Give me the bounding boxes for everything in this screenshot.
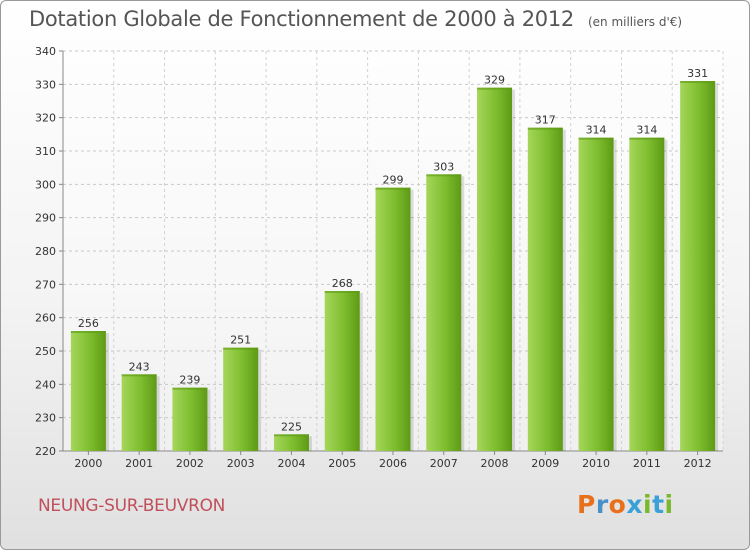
y-tick-label: 290 (35, 212, 56, 225)
logo-letter: o (608, 490, 627, 519)
x-tick-label-2012: 2012 (684, 457, 712, 470)
y-tick-label: 320 (35, 112, 56, 125)
value-label-2000: 256 (78, 317, 99, 330)
x-tick-label-2007: 2007 (430, 457, 458, 470)
bar-top-edge (324, 291, 360, 293)
value-label-2003: 251 (230, 334, 251, 347)
bar-2002[interactable] (172, 387, 208, 451)
value-label-2002: 239 (179, 374, 200, 387)
x-tick-label-2008: 2008 (481, 457, 509, 470)
bar-2012[interactable] (680, 81, 716, 451)
bar-top-edge (375, 187, 411, 190)
bar-2000[interactable] (70, 331, 106, 451)
bar-2006[interactable] (375, 187, 411, 451)
bar-2001[interactable] (121, 374, 157, 451)
y-tick-label: 330 (35, 78, 56, 91)
y-tick-label: 340 (35, 45, 56, 58)
x-tick-label-2006: 2006 (379, 457, 407, 470)
bar-top-edge (477, 87, 513, 90)
value-label-2001: 243 (129, 360, 150, 373)
x-tick-label-2000: 2000 (74, 457, 102, 470)
bar-2003[interactable] (223, 347, 259, 451)
logo-letter: x (626, 490, 643, 519)
y-tick-label: 300 (35, 178, 56, 191)
chart-title: Dotation Globale de Fonctionnement de 20… (29, 7, 683, 31)
bar-2011[interactable] (629, 137, 665, 451)
x-tick-label-2011: 2011 (633, 457, 661, 470)
y-tick-label: 250 (35, 345, 56, 358)
bar-top-edge (121, 374, 157, 377)
x-tick-label-2003: 2003 (227, 457, 255, 470)
bar-2005[interactable] (324, 291, 360, 451)
bar-top-edge (223, 347, 259, 350)
value-label-2005: 268 (332, 277, 353, 290)
city-name: NEUNG-SUR-BEUVRON (38, 496, 226, 516)
bar-top-edge (629, 137, 665, 140)
y-tick-label: 270 (35, 278, 56, 291)
y-tick-label: 280 (35, 245, 56, 258)
bar-top-edge (426, 174, 462, 177)
value-label-2008: 329 (484, 74, 505, 87)
value-label-2006: 299 (383, 174, 404, 187)
x-tick-label-2010: 2010 (582, 457, 610, 470)
logo-letter: t (652, 490, 665, 519)
bar-top-edge (680, 81, 716, 83)
y-tick-label: 220 (35, 445, 56, 458)
bar-2008[interactable] (477, 87, 513, 452)
value-label-2010: 314 (586, 124, 607, 137)
bar-2004[interactable] (273, 434, 309, 451)
logo-letter: i (643, 490, 653, 519)
proxiti-logo[interactable]: Proxiti (577, 490, 674, 519)
logo-letter: i (664, 490, 674, 519)
x-tick-label-2002: 2002 (176, 457, 204, 470)
value-label-2004: 225 (281, 420, 302, 433)
value-label-2007: 303 (433, 160, 454, 173)
bar-top-edge (172, 387, 208, 390)
y-tick-label: 240 (35, 378, 56, 391)
logo-letter: P (577, 490, 596, 519)
bar-2010[interactable] (578, 137, 614, 451)
value-label-2012: 331 (687, 67, 708, 80)
y-tick-label: 260 (35, 312, 56, 325)
value-label-2009: 317 (535, 114, 556, 127)
value-label-2011: 314 (636, 124, 657, 137)
x-tick-label-2009: 2009 (531, 457, 559, 470)
y-tick-label: 310 (35, 145, 56, 158)
logo-letter: r (595, 490, 609, 519)
bar-2007[interactable] (426, 174, 462, 452)
bar-top-edge (527, 127, 563, 130)
x-tick-label-2004: 2004 (277, 457, 305, 470)
bar-top-edge (578, 137, 614, 140)
x-tick-label-2005: 2005 (328, 457, 356, 470)
chart-subtitle: (en milliers d'€) (587, 15, 683, 29)
x-tick-label-2001: 2001 (125, 457, 153, 470)
y-tick-label: 230 (35, 412, 56, 425)
bar-top-edge (273, 434, 309, 437)
bar-top-edge (70, 331, 106, 333)
bar-2009[interactable] (527, 127, 563, 452)
